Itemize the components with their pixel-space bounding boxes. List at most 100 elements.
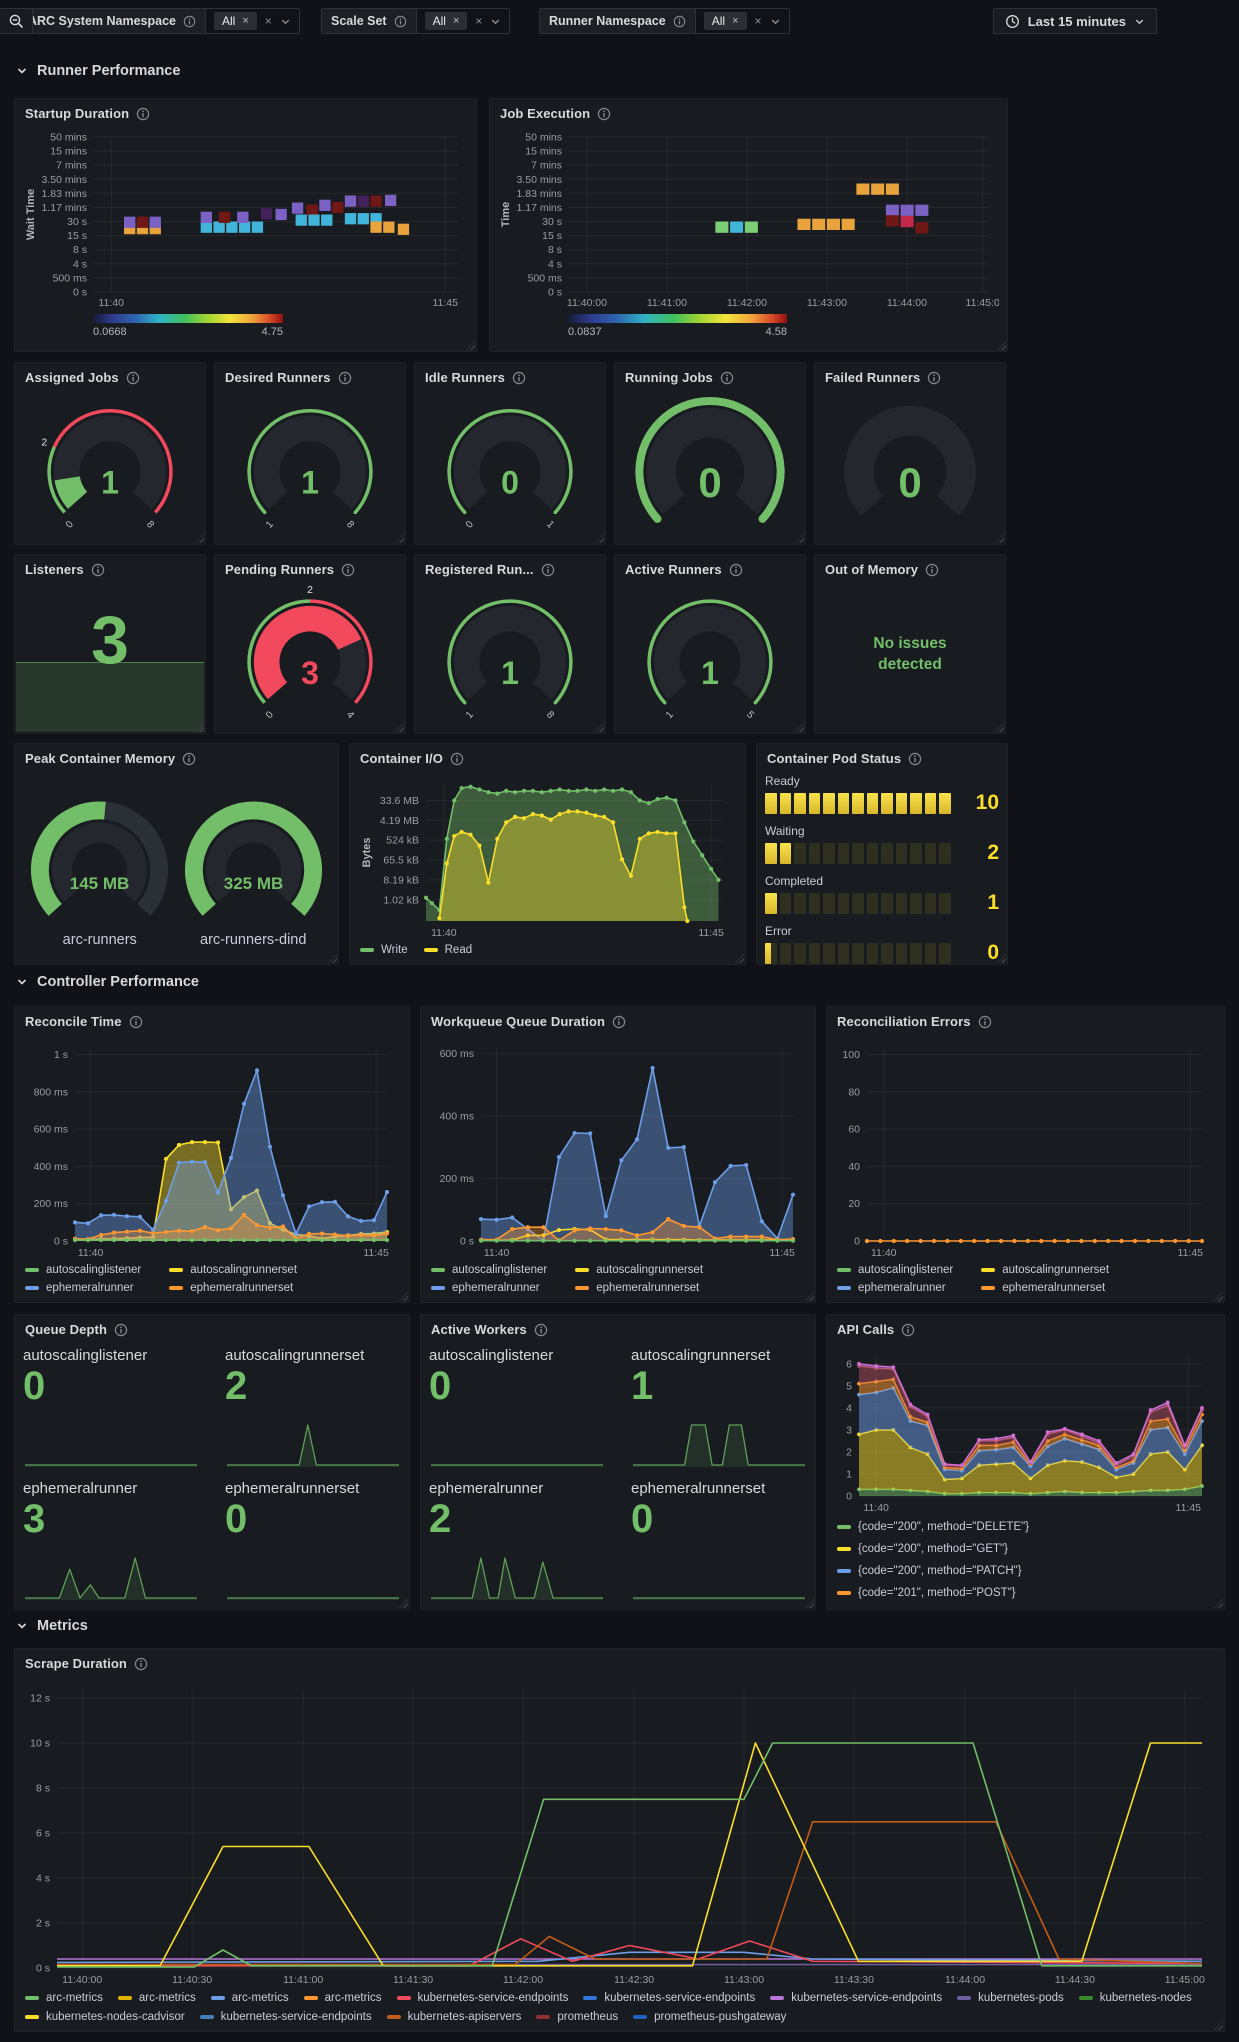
info-icon[interactable] xyxy=(541,563,555,577)
info-icon[interactable] xyxy=(394,15,407,28)
filter-value[interactable]: All × × xyxy=(695,9,789,33)
info-icon[interactable] xyxy=(612,1015,626,1029)
svg-text:7 mins: 7 mins xyxy=(531,160,562,172)
info-icon[interactable] xyxy=(927,371,941,385)
info-icon[interactable] xyxy=(182,752,196,766)
legend: autoscalinglistener autoscalingrunnerset e… xyxy=(835,1259,1216,1294)
info-icon[interactable] xyxy=(91,563,105,577)
info-icon[interactable] xyxy=(126,371,140,385)
filter-chip-text: All xyxy=(711,14,726,28)
legend-item[interactable]: kubernetes-service-endpoints xyxy=(770,1992,942,2004)
legend-item[interactable]: Write xyxy=(360,944,408,956)
legend-item[interactable]: autoscalinglistener xyxy=(431,1264,547,1276)
legend-item[interactable]: autoscalingrunnerset xyxy=(575,1264,703,1276)
bar-gauge-row: Ready 10 xyxy=(765,774,999,815)
panel-title: Out of Memory xyxy=(825,562,919,577)
legend-item[interactable]: Read xyxy=(423,944,472,956)
info-icon[interactable] xyxy=(136,107,150,121)
info-icon[interactable] xyxy=(901,1323,915,1337)
info-icon[interactable] xyxy=(338,371,352,385)
legend-item[interactable]: kubernetes-service-endpoints xyxy=(199,2011,372,2023)
clear-icon[interactable]: × xyxy=(264,14,272,28)
section-controller-performance[interactable]: Controller Performance xyxy=(16,974,199,990)
legend-item[interactable]: kubernetes-service-endpoints xyxy=(583,1992,755,2004)
panel-title: Pending Runners xyxy=(225,562,335,577)
legend-label: arc-metrics xyxy=(46,1992,103,2004)
legend-item[interactable]: ephemeralrunner xyxy=(431,1282,547,1294)
legend-item[interactable]: autoscalinglistener xyxy=(25,1264,141,1276)
clear-icon[interactable]: × xyxy=(475,14,483,28)
legend-item[interactable]: ephemeralrunner xyxy=(25,1282,141,1294)
info-icon[interactable] xyxy=(729,563,743,577)
legend-item[interactable]: kubernetes-apiservers xyxy=(386,2011,521,2023)
info-icon[interactable] xyxy=(129,1015,143,1029)
legend-item[interactable]: arc-metrics xyxy=(210,1992,289,2004)
bar-segment xyxy=(924,942,937,964)
legend-item[interactable]: kubernetes-nodes-cadvisor xyxy=(25,2011,185,2023)
clear-icon[interactable]: × xyxy=(754,14,762,28)
legend-item[interactable]: autoscalingrunnerset xyxy=(981,1264,1109,1276)
info-icon[interactable] xyxy=(978,1015,992,1029)
chevron-down-icon[interactable] xyxy=(280,16,291,27)
assigned-jobs-gauge: 0 8 2 1 xyxy=(23,393,197,536)
legend-item[interactable]: {code="201", method="POST"} xyxy=(837,1587,1214,1599)
info-icon[interactable] xyxy=(673,15,686,28)
info-icon[interactable] xyxy=(908,752,922,766)
chart-plot: 33.6 MB 4.19 MB 524 kB 65.5 kB 8.19 kB 1.02 k… xyxy=(358,774,737,939)
filter-chip[interactable]: All × xyxy=(703,12,747,30)
legend-item[interactable]: autoscalingrunnerset xyxy=(169,1264,297,1276)
out-of-memory-stat: No issues detected xyxy=(823,585,997,725)
info-icon[interactable] xyxy=(534,1323,548,1337)
chip-remove-icon[interactable]: × xyxy=(452,15,460,27)
svg-text:15 s: 15 s xyxy=(542,230,562,242)
legend-item[interactable]: ephemeralrunnerset xyxy=(169,1282,297,1294)
legend-item[interactable]: arc-metrics xyxy=(25,1992,103,2004)
chip-remove-icon[interactable]: × xyxy=(732,15,739,27)
legend-item[interactable]: arc-metrics xyxy=(303,1992,382,2004)
bar-segment xyxy=(866,942,879,964)
info-icon[interactable] xyxy=(925,563,939,577)
info-icon[interactable] xyxy=(512,371,526,385)
legend-item[interactable]: kubernetes-nodes xyxy=(1078,1992,1192,2004)
svg-text:20: 20 xyxy=(848,1198,860,1210)
section-runner-performance[interactable]: Runner Performance xyxy=(16,63,180,79)
chip-remove-icon[interactable]: × xyxy=(242,15,249,27)
time-range-picker[interactable]: Last 15 minutes xyxy=(992,8,1157,34)
zoom-out-button[interactable] xyxy=(0,8,33,34)
info-icon[interactable] xyxy=(720,371,734,385)
info-icon[interactable] xyxy=(597,107,611,121)
legend-item[interactable]: ephemeralrunnerset xyxy=(575,1282,703,1294)
legend-item[interactable]: autoscalinglistener xyxy=(837,1264,953,1276)
filter-value[interactable]: All × × xyxy=(416,9,510,33)
legend-item[interactable]: {code="200", method="GET"} xyxy=(837,1543,1214,1555)
legend-item[interactable]: {code="200", method="DELETE"} xyxy=(837,1521,1214,1533)
legend-item[interactable]: prometheus-pushgateway xyxy=(633,2011,786,2023)
legend-item[interactable]: prometheus xyxy=(536,2011,618,2023)
legend-item[interactable]: arc-metrics xyxy=(117,1992,196,2004)
gauge-value: 1 xyxy=(101,465,119,501)
filter-chip[interactable]: All × xyxy=(214,12,257,30)
stat-label: autoscalingrunnerset xyxy=(631,1347,771,1364)
info-icon[interactable] xyxy=(114,1323,128,1337)
chevron-down-icon[interactable] xyxy=(770,16,781,27)
legend-item[interactable]: {code="200", method="PATCH"} xyxy=(837,1565,1214,1577)
bar-segment xyxy=(852,942,864,964)
chevron-down-icon[interactable] xyxy=(490,16,501,27)
info-icon[interactable] xyxy=(183,15,196,28)
filter-chip-text: All xyxy=(222,14,236,28)
svg-text:1.17 mins: 1.17 mins xyxy=(41,202,87,214)
legend-item[interactable]: ephemeralrunnerset xyxy=(981,1282,1109,1294)
info-icon[interactable] xyxy=(450,752,464,766)
panel-title: Reconciliation Errors xyxy=(837,1014,971,1029)
info-icon[interactable] xyxy=(134,1657,148,1671)
legend-item[interactable]: kubernetes-service-endpoints xyxy=(396,1992,568,2004)
section-metrics[interactable]: Metrics xyxy=(16,1618,88,1634)
panel-api-calls: API Calls 0 1 2 3 4 5 6 11:40 11:45 {code="200", … xyxy=(826,1314,1225,1610)
legend-item[interactable]: kubernetes-pods xyxy=(957,1992,1064,2004)
filter-chip[interactable]: All × xyxy=(424,12,468,30)
filter-value[interactable]: All × × xyxy=(206,9,299,33)
svg-text:80: 80 xyxy=(848,1086,860,1098)
stat-label: ephemeralrunner xyxy=(429,1480,544,1497)
info-icon[interactable] xyxy=(341,563,355,577)
legend-item[interactable]: ephemeralrunner xyxy=(837,1282,953,1294)
